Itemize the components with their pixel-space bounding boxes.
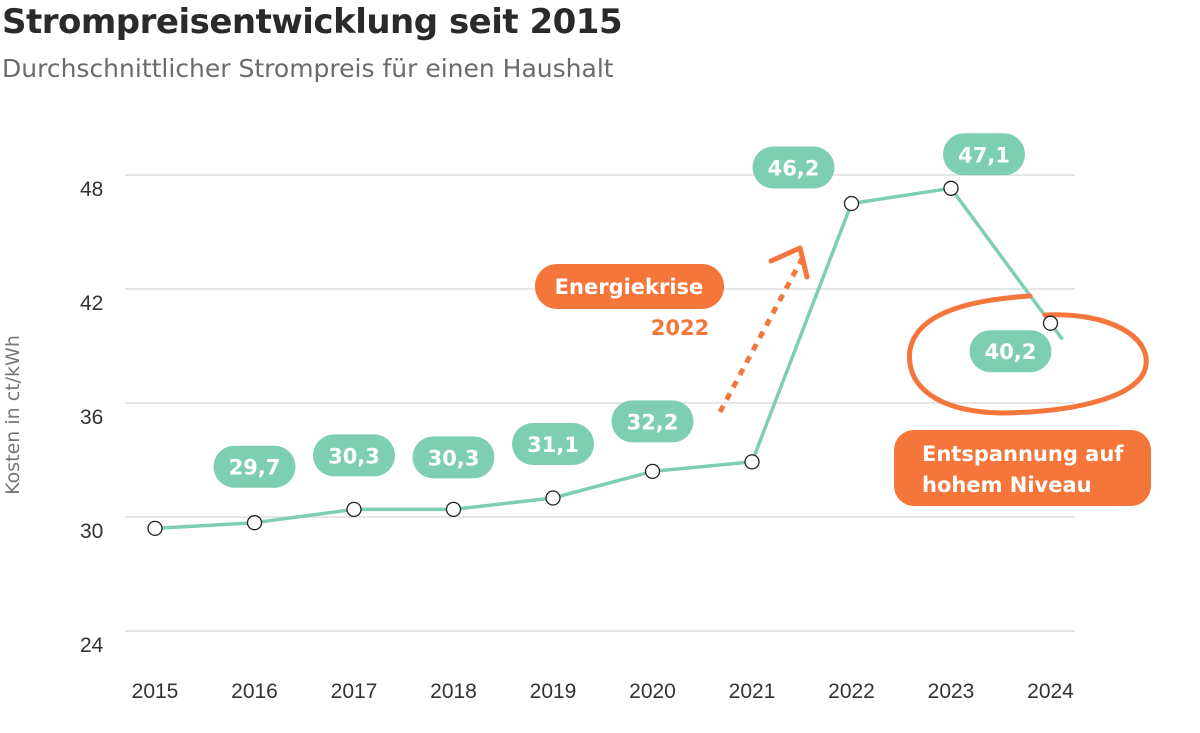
x-tick-label: 2023	[928, 680, 975, 703]
data-label-pill	[512, 423, 594, 465]
y-tick-label: 24	[80, 634, 104, 657]
data-point-2022	[843, 195, 860, 212]
annotation-entspannung: Entspannung auf hohem Niveau	[894, 293, 1151, 506]
data-label-text: 32,2	[627, 410, 679, 434]
data-label-2023: 47,1	[943, 133, 1025, 176]
data-label-text: 31,1	[527, 433, 579, 457]
data-point-2023	[943, 180, 959, 196]
x-tick-label: 2015	[132, 680, 179, 703]
data-label-pill	[969, 330, 1052, 373]
data-point-2021	[744, 454, 760, 470]
data-label-text: 47,1	[958, 143, 1010, 167]
x-axis-ticks: 2015 2016 2017 2018 2019 2020 2021 2022 2023 2024	[132, 680, 1075, 703]
data-point-2020	[644, 463, 661, 480]
hand-drawn-circle	[907, 293, 1149, 416]
gridlines	[125, 174, 1075, 632]
x-tick-label: 2022	[828, 680, 875, 703]
dotted-arrow-line	[717, 255, 806, 414]
y-axis-label: Kosten in ct/kWh	[2, 335, 24, 495]
data-points	[147, 180, 1059, 537]
data-label-2018: 30,3	[412, 436, 495, 479]
chart-subtitle: Durchschnittlicher Strompreis für einen …	[2, 54, 614, 83]
annotation-sublabel: 2022	[651, 316, 709, 340]
y-tick-label: 30	[80, 520, 103, 543]
data-label-pill	[611, 400, 694, 443]
data-labels: 29,7 30,3 30,3 31,1 32,2 46,2 47,1 40,2	[213, 133, 1052, 488]
data-point-2024	[1042, 315, 1059, 331]
data-label-pill	[313, 434, 395, 477]
x-tick-label: 2018	[430, 680, 477, 703]
data-label-pill	[412, 436, 495, 479]
data-label-2016: 29,7	[213, 445, 296, 488]
x-tick-label: 2019	[530, 680, 577, 703]
annotation-label-line1: Entspannung auf	[922, 442, 1124, 466]
data-label-text: 46,2	[768, 157, 820, 181]
annotation-box	[894, 430, 1151, 506]
data-point-2017	[346, 501, 362, 518]
data-point-2016	[246, 515, 263, 531]
chart-title: Strompreisentwicklung seit 2015	[2, 2, 623, 42]
data-label-pill	[752, 146, 835, 189]
arrow-head-icon	[768, 245, 810, 280]
data-label-text: 30,3	[328, 444, 380, 468]
y-tick-label: 36	[80, 406, 103, 429]
data-label-text: 30,3	[428, 446, 480, 470]
data-point-2015	[147, 520, 163, 537]
annotation-label: Energiekrise	[555, 275, 704, 299]
y-tick-label: 42	[80, 292, 103, 315]
x-tick-label: 2024	[1027, 680, 1074, 703]
data-label-pill	[213, 445, 296, 488]
annotation-pill	[535, 264, 724, 309]
y-tick-label: 48	[80, 178, 103, 201]
data-label-2022: 46,2	[752, 146, 835, 189]
data-label-2019: 31,1	[512, 423, 594, 465]
data-label-2017: 30,3	[313, 434, 395, 477]
data-label-2024: 40,2	[969, 330, 1052, 373]
x-tick-label: 2020	[629, 680, 676, 703]
annotation-energiekrise: Energiekrise 2022	[535, 245, 810, 414]
data-label-text: 40,2	[985, 340, 1037, 364]
data-point-2019	[545, 490, 561, 506]
x-tick-label: 2017	[331, 680, 378, 703]
x-tick-label: 2021	[729, 680, 776, 703]
data-label-pill	[943, 133, 1025, 176]
data-point-2018	[445, 501, 462, 518]
data-label-text: 29,7	[229, 456, 281, 480]
y-axis-ticks: 24 30 36 42 48	[80, 178, 104, 657]
data-label-2020: 32,2	[611, 400, 694, 443]
annotation-label-line2: hohem Niveau	[922, 473, 1092, 497]
x-tick-label: 2016	[231, 680, 278, 703]
